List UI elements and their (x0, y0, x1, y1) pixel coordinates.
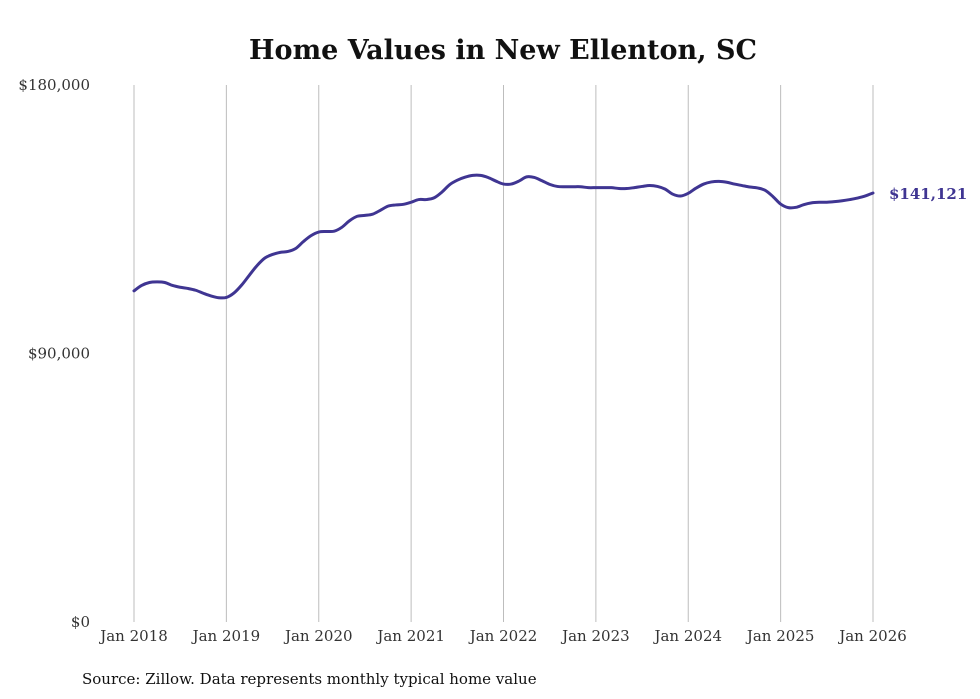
y-tick-label: $0 (71, 613, 90, 631)
x-tick-label: Jan 2023 (560, 627, 630, 645)
x-tick-label: Jan 2026 (837, 627, 907, 645)
x-tick-label: Jan 2018 (98, 627, 168, 645)
x-tick-label: Jan 2021 (375, 627, 445, 645)
home-value-line (132, 173, 875, 300)
x-tick-label: Jan 2025 (745, 627, 815, 645)
x-tick-label: Jan 2020 (283, 627, 353, 645)
chart-title: Home Values in New Ellenton, SC (249, 35, 757, 66)
x-tick-label: Jan 2019 (191, 627, 261, 645)
x-axis-tick-labels: Jan 2018 Jan 2019 Jan 2020 Jan 2021 Jan 2022… (98, 627, 907, 645)
source-note: Source: Zillow. Data represents monthly … (82, 670, 537, 688)
x-tick-label: Jan 2024 (652, 627, 722, 645)
y-tick-label: $90,000 (28, 345, 90, 363)
y-tick-label: $180,000 (18, 76, 90, 94)
latest-value-label: $141,121 (889, 185, 967, 203)
x-gridlines (133, 85, 874, 622)
x-tick-label: Jan 2022 (468, 627, 538, 645)
y-axis-tick-labels: $0 $90,000 $180,000 (18, 76, 90, 631)
